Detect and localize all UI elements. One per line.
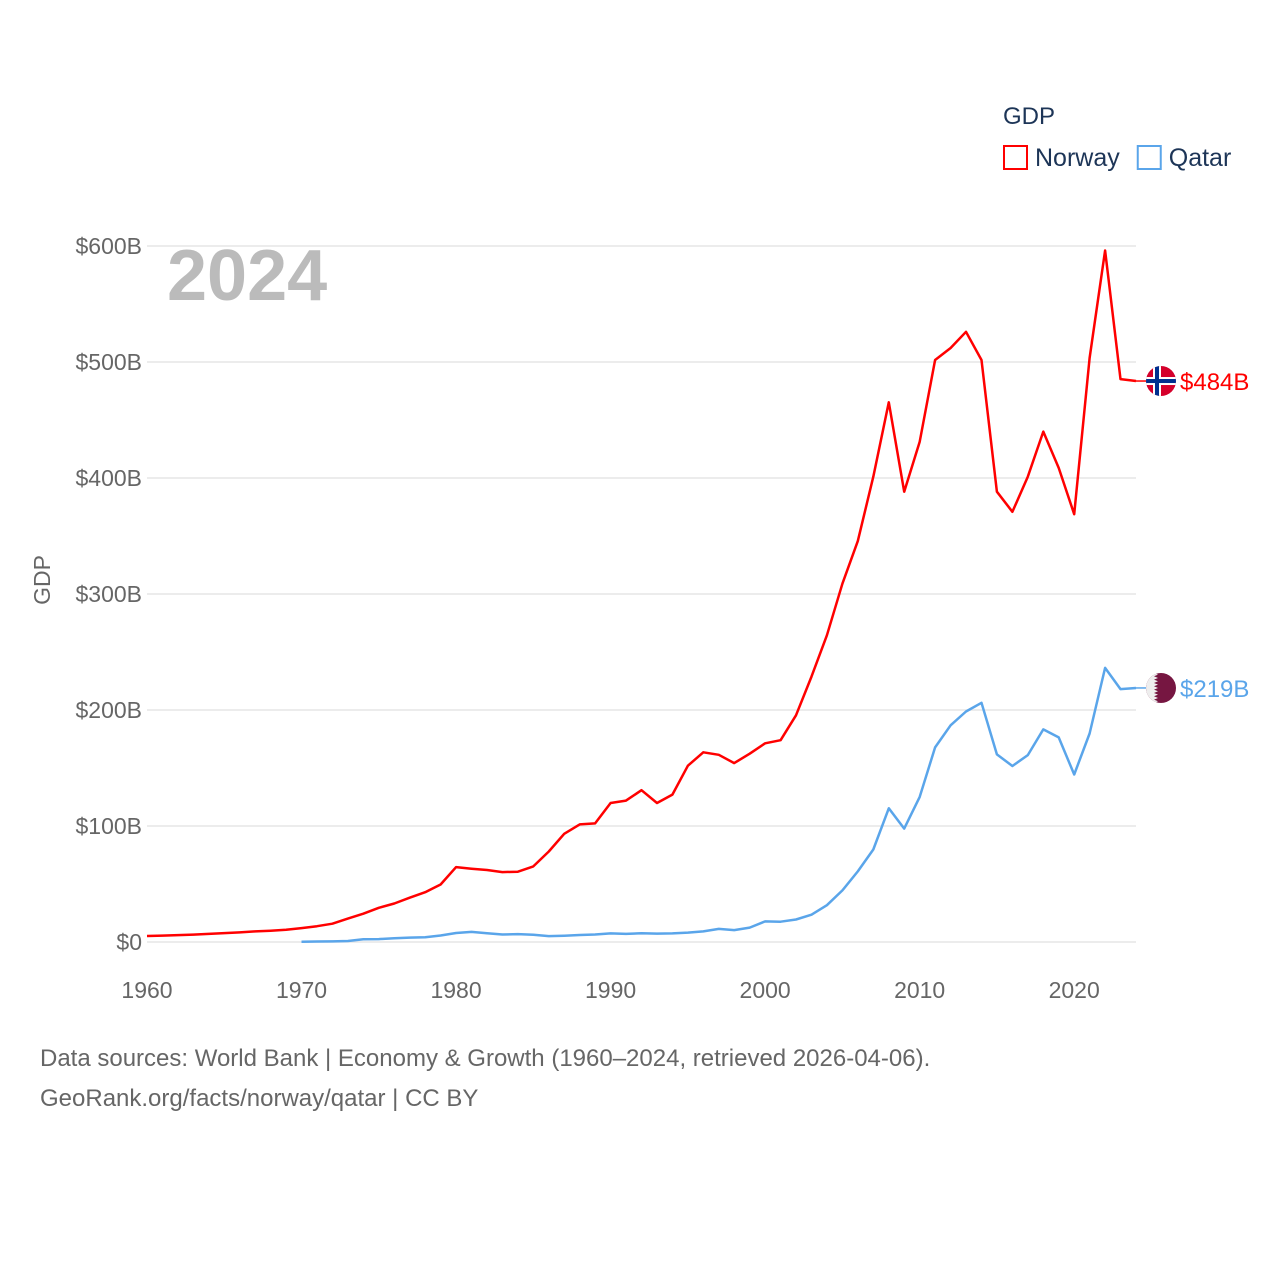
y-tick-label: $100B (75, 813, 142, 839)
qatar-flag-icon (1146, 672, 1176, 703)
x-tick-label: 2020 (1049, 977, 1100, 1003)
year-watermark: 2024 (167, 236, 327, 316)
x-tick-label: 1960 (121, 977, 172, 1003)
footer-credit[interactable]: GeoRank.org/facts/norway/qatar | CC BY (40, 1085, 479, 1112)
y-axis-label: GDP (29, 555, 55, 605)
x-tick-label: 2000 (740, 977, 791, 1003)
y-tick-label: $300B (75, 581, 142, 607)
footer-source: Data sources: World Bank | Economy & Gro… (40, 1045, 931, 1072)
norway-end-label: $484B (1180, 369, 1249, 396)
y-tick-label: $600B (75, 233, 142, 259)
legend-item-qatar[interactable]: Qatar (1169, 144, 1232, 172)
legend-item-norway[interactable]: Norway (1035, 144, 1120, 172)
x-tick-label: 1970 (276, 977, 327, 1003)
norway-line (146, 249, 1137, 938)
legend-swatch[interactable] (1136, 145, 1162, 170)
norway-flag-icon (1146, 366, 1176, 397)
legend-swatch[interactable] (1003, 145, 1028, 170)
y-tick-label: $0 (116, 929, 142, 955)
legend: GDP Norway Qatar (1003, 103, 1231, 172)
y-tick-label: $400B (75, 465, 142, 491)
x-tick-label: 1990 (585, 977, 636, 1003)
x-tick-label: 1980 (430, 977, 481, 1003)
qatar-end-label: $219B (1180, 676, 1249, 703)
legend-title: GDP (1003, 103, 1055, 130)
y-tick-label: $500B (75, 349, 142, 375)
x-tick-label: 2010 (894, 977, 945, 1003)
y-tick-label: $200B (75, 697, 142, 723)
qatar-line (301, 666, 1137, 943)
